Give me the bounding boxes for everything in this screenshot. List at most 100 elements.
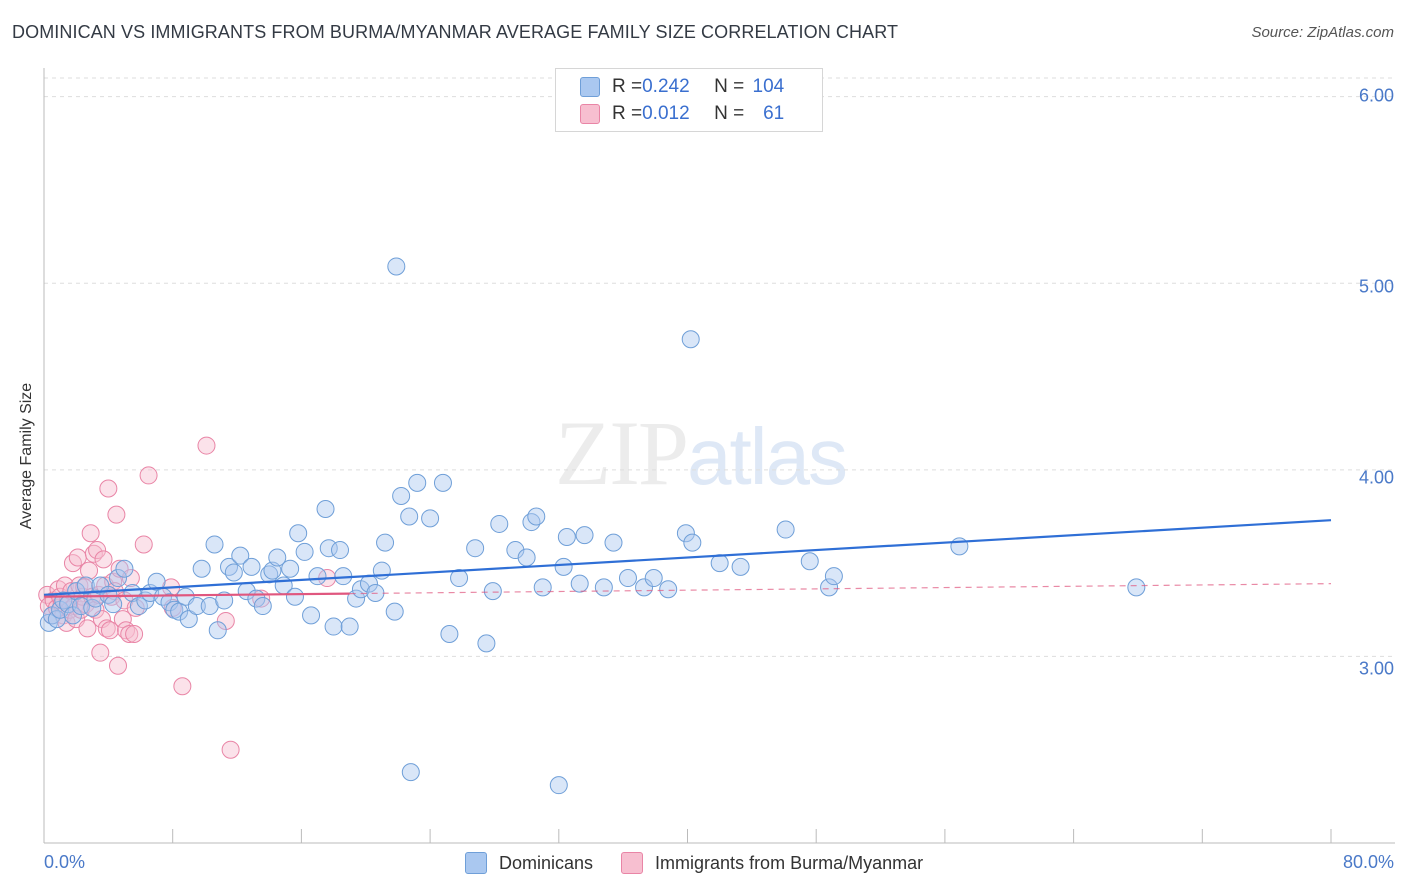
legend-item-burma[interactable]: Immigrants from Burma/Myanmar — [621, 852, 923, 874]
dominican-point — [554, 557, 573, 576]
dominican-point — [1127, 578, 1146, 597]
dominican-point — [147, 572, 166, 591]
dominican-point — [557, 528, 576, 546]
n-value: 104 — [752, 76, 785, 97]
n-value: 61 — [763, 103, 785, 124]
dominican-point — [776, 520, 795, 539]
dominican-point — [324, 617, 343, 636]
blue-swatch-icon — [580, 77, 600, 97]
watermark-zip: ZIP — [555, 402, 689, 504]
dominican-point — [433, 473, 452, 492]
dominican-point — [533, 578, 552, 597]
legend-label: Immigrants from Burma/Myanmar — [655, 852, 924, 873]
stats-row-burma: R = 0.012 N = 61 — [580, 101, 784, 127]
r-value: 0.242 — [642, 76, 690, 97]
n-label: N = — [714, 76, 745, 97]
dominican-point — [302, 606, 321, 625]
dominican-point — [170, 602, 189, 621]
burma-point — [125, 625, 144, 644]
dominican-point — [115, 559, 134, 578]
burma-point — [78, 619, 97, 638]
dominican-point — [731, 557, 750, 576]
y-axis-label: Average Family Size — [18, 382, 35, 530]
dominican-point — [231, 546, 250, 565]
burma-point — [121, 569, 140, 588]
dominican-point — [253, 597, 272, 616]
pink-swatch-icon — [580, 104, 600, 124]
dominican-point — [506, 541, 525, 560]
x-tick-label-min: 0.0% — [44, 852, 86, 872]
dominican-point — [224, 563, 243, 582]
dominican-point — [316, 500, 335, 519]
dominican-point — [575, 526, 594, 545]
dominican-point — [710, 554, 729, 573]
dominican-point — [659, 580, 678, 599]
dominican-point — [76, 576, 95, 595]
dominican-point — [681, 330, 700, 349]
watermark-atlas: atlas — [687, 412, 848, 501]
burma-point — [109, 656, 128, 675]
burma-point — [80, 561, 99, 580]
dominican-point — [477, 634, 496, 653]
dominican-point — [450, 569, 469, 588]
blue-square-icon — [465, 852, 487, 874]
dominican-point — [483, 582, 502, 601]
legend-item-dominicans[interactable]: Dominicans — [465, 852, 593, 874]
dominican-point — [490, 514, 509, 533]
dominican-point — [242, 557, 261, 576]
dominican-point — [109, 569, 128, 588]
burma-point — [134, 535, 153, 554]
burma-point — [107, 505, 126, 524]
dominicans-trend-line — [43, 519, 1332, 596]
dominican-point — [187, 597, 206, 616]
burma-point — [126, 598, 145, 617]
pink-square-icon — [621, 852, 644, 874]
r-label: R = — [612, 76, 643, 97]
dominican-point — [522, 513, 541, 532]
stats-legend-box: R = 0.242 N = 104 R = 0.012 N = 61 — [555, 68, 823, 132]
dominican-point — [215, 591, 234, 610]
dominican-point — [570, 574, 589, 593]
r-label: R = — [612, 103, 643, 124]
dominican-point — [385, 602, 404, 621]
dominican-point — [208, 621, 227, 640]
burma-point — [197, 436, 216, 455]
dominican-point — [319, 539, 338, 558]
dominican-point — [340, 617, 359, 636]
dominican-point — [517, 548, 536, 567]
burma-trend-line — [43, 592, 350, 598]
dominican-point — [192, 559, 211, 578]
dominican-point — [594, 578, 613, 597]
bottom-legend: Dominicans Immigrants from Burma/Myanmar — [465, 852, 951, 874]
r-value: 0.012 — [642, 103, 690, 124]
burma-point — [94, 550, 113, 569]
dominican-point — [392, 486, 411, 505]
dominican-point — [289, 524, 308, 543]
burma-point — [113, 610, 132, 629]
dominican-point — [387, 257, 406, 276]
burma-point — [139, 466, 158, 485]
dominican-point — [281, 559, 300, 578]
watermark: ZIPatlas — [555, 400, 848, 506]
chart-title: DOMINICAN VS IMMIGRANTS FROM BURMA/MYANM… — [12, 22, 899, 42]
burma-point — [173, 677, 192, 696]
dominican-point — [83, 598, 102, 617]
dominican-point — [820, 578, 839, 597]
burma-point — [100, 621, 119, 640]
burma-point — [88, 541, 107, 560]
dominican-point — [401, 763, 420, 782]
dominican-point — [800, 552, 819, 571]
dominican-point — [421, 509, 440, 528]
y-tick-label: 6.00 — [1358, 85, 1394, 106]
burma-point — [99, 479, 118, 498]
dominican-point — [347, 589, 366, 608]
dominican-point — [220, 557, 239, 576]
y-tick-label: 4.00 — [1358, 467, 1394, 488]
dominican-point — [824, 567, 843, 586]
legend-label: Dominicans — [499, 852, 594, 873]
dominican-point — [683, 533, 702, 552]
y-tick-label: 3.00 — [1358, 658, 1394, 679]
dominican-point — [466, 539, 485, 558]
burma-point — [120, 625, 139, 644]
